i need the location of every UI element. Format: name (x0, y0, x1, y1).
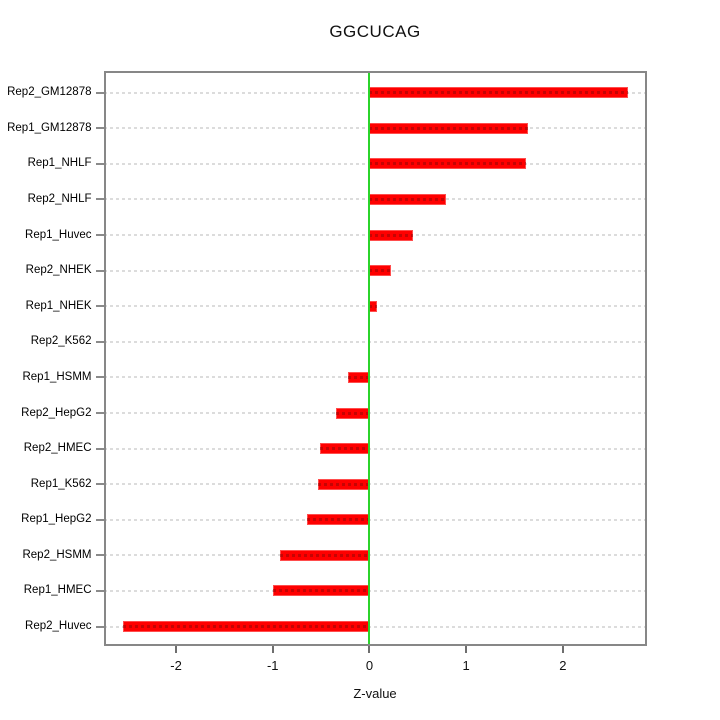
y-axis-tick (95, 305, 104, 308)
y-axis-tick (95, 376, 104, 379)
category-label: Rep2_NHLF (27, 192, 92, 205)
y-axis-tick (95, 127, 104, 130)
bar-dash-texture (369, 197, 446, 201)
grid-line (103, 625, 647, 628)
bar-dash-texture (369, 233, 413, 237)
category-label: Rep1_NHLF (27, 157, 92, 170)
grid-line (103, 340, 647, 343)
x-axis-tick (368, 645, 371, 653)
y-axis-tick (95, 518, 104, 521)
bar-dash-texture (320, 447, 370, 451)
grid-line (103, 447, 647, 450)
bar-dash-texture (335, 411, 370, 415)
y-axis-tick (95, 412, 104, 414)
x-tick-label: -1 (266, 657, 279, 673)
y-axis-tick (95, 234, 104, 237)
y-axis-tick (95, 162, 104, 165)
y-axis-tick (95, 554, 104, 557)
category-label: Rep1_HMEC (23, 584, 92, 597)
plot-title: GGCUCAG (329, 22, 421, 41)
x-axis-tick (465, 645, 468, 653)
category-label: Rep2_NHEK (25, 264, 92, 277)
x-axis-tick (175, 645, 178, 653)
plot-area (95, 70, 647, 653)
y-axis-tick (95, 340, 104, 343)
x-axis-title: Z-value (353, 686, 397, 701)
bar-dash-texture (369, 269, 391, 273)
x-tick-label: 0 (365, 657, 374, 673)
bar-dash-texture (348, 375, 370, 379)
x-axis-tick (271, 645, 274, 653)
x-tick-label: 1 (462, 657, 470, 673)
category-label: Rep1_K562 (30, 477, 92, 490)
y-axis-tick (95, 447, 104, 450)
category-label: Rep1_HSMM (22, 370, 92, 383)
category-label: Rep1_GM12878 (7, 121, 92, 134)
grid-line (103, 412, 647, 414)
bar-dash-texture (369, 162, 527, 166)
y-axis-tick (95, 483, 104, 486)
bar-dash-texture (369, 304, 378, 308)
category-label: Rep1_NHEK (25, 299, 92, 312)
bar-dash-texture (122, 625, 370, 629)
category-label: Rep2_GM12878 (7, 86, 92, 99)
category-label: Rep1_Huvec (25, 228, 92, 241)
y-axis-tick (95, 589, 104, 592)
grid-line (103, 518, 647, 521)
grid-line (103, 589, 647, 592)
category-label: Rep2_HepG2 (21, 406, 92, 419)
bar-dash-texture (369, 91, 628, 95)
zero-reference-line (368, 70, 371, 646)
bar-dash-texture (272, 589, 370, 593)
bar-dash-texture (306, 518, 370, 522)
category-label: Rep2_HMEC (23, 442, 92, 455)
category-label: Rep2_Huvec (25, 620, 92, 633)
y-axis-tick (95, 91, 104, 94)
y-axis-tick (95, 198, 104, 201)
y-axis-tick (95, 625, 104, 628)
bar-dash-texture (318, 482, 370, 486)
grid-line (103, 554, 647, 557)
grid-line (103, 376, 647, 379)
x-tick-label: -2 (170, 657, 182, 673)
grid-line (103, 483, 647, 486)
category-label: Rep2_HSMM (22, 548, 92, 561)
bar-dash-texture (369, 126, 529, 130)
x-tick-label: 2 (559, 657, 567, 673)
category-label: Rep1_HepG2 (21, 513, 92, 526)
x-axis-tick (561, 645, 564, 653)
bar-dash-texture (280, 553, 370, 557)
category-label: Rep2_K562 (30, 335, 92, 348)
y-axis-tick (95, 269, 104, 272)
